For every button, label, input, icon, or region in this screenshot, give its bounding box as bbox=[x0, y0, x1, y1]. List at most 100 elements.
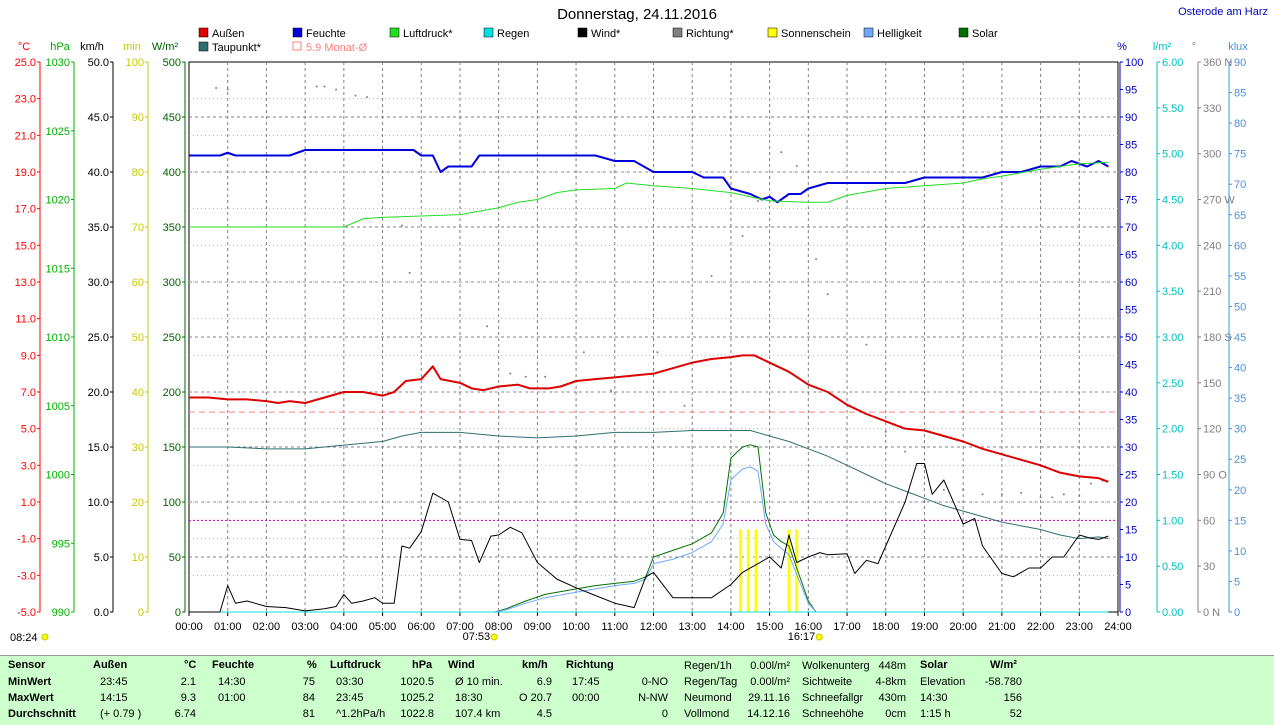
footer-extra2-label: Wolkenunterg bbox=[802, 660, 870, 672]
footer-cell-label: MinWert bbox=[8, 676, 52, 688]
direction-dot bbox=[408, 271, 411, 274]
footer-solar-value: 52 bbox=[1009, 708, 1022, 720]
direction-dot bbox=[865, 343, 868, 346]
x-tick-label: 24:00 bbox=[1104, 621, 1132, 633]
legend-label: 5.9 Monat-Ø bbox=[306, 42, 368, 54]
legend-swatch bbox=[577, 27, 588, 38]
footer-header-wind: Wind bbox=[448, 659, 475, 671]
axis-tick-label-klux: 55 bbox=[1234, 271, 1246, 283]
axis-tick-label-lm2: 2.50 bbox=[1162, 378, 1183, 390]
direction-dot bbox=[741, 235, 744, 238]
footer-header-wind-unit: km/h bbox=[522, 659, 548, 671]
footer-cell-luftdruck-val: 1020.5 bbox=[400, 676, 434, 688]
axis-tick-label-percent: 50 bbox=[1125, 332, 1137, 344]
footer-cell-label: MaxWert bbox=[8, 692, 54, 704]
legend-label: Außen bbox=[212, 28, 244, 40]
footer-cell-richtung-time: 00:00 bbox=[572, 692, 600, 704]
legend-label: Richtung* bbox=[686, 28, 734, 40]
direction-dot bbox=[757, 200, 760, 203]
footer-cell-luftdruck-time: 03:30 bbox=[336, 676, 364, 688]
x-tick-label: 21:00 bbox=[988, 621, 1016, 633]
legend-label: Sonnenschein bbox=[781, 28, 851, 40]
footer-extra2-label: Schneefallgr bbox=[802, 692, 864, 704]
legend-label: Taupunkt* bbox=[212, 42, 262, 54]
legend-swatch bbox=[863, 27, 874, 38]
direction-dot bbox=[1039, 496, 1042, 499]
footer-extra2-value: 4-8km bbox=[875, 676, 906, 688]
sunshine-bar bbox=[787, 529, 791, 612]
x-tick-label: 22:00 bbox=[1027, 621, 1055, 633]
axis-tick-label-lm2: 4.00 bbox=[1162, 240, 1183, 252]
series-helligkeit bbox=[494, 466, 817, 613]
axis-tick-label-percent: 60 bbox=[1125, 277, 1137, 289]
axis-tick-label-deg: 330 bbox=[1203, 103, 1221, 115]
axis-unit-deg: ° bbox=[1192, 41, 1196, 53]
direction-dot bbox=[981, 493, 984, 496]
axis-tick-label-percent: 100 bbox=[1125, 57, 1143, 69]
axis-tick-label-deg: 120 bbox=[1203, 424, 1221, 436]
x-tick-label: 06:00 bbox=[407, 621, 435, 633]
x-tick-label: 15:00 bbox=[756, 621, 784, 633]
axis-tick-label-hpa: 1025 bbox=[46, 126, 70, 138]
legend-swatch bbox=[198, 27, 209, 38]
legend-swatch bbox=[958, 27, 969, 38]
legend-swatch bbox=[672, 27, 683, 38]
axis-tick-label-klux: 85 bbox=[1234, 88, 1246, 100]
x-tick-label: 18:00 bbox=[872, 621, 900, 633]
direction-dot bbox=[815, 258, 818, 261]
axis-tick-label-hpa: 1000 bbox=[46, 470, 70, 482]
axis-tick-label-celsius: 11.0 bbox=[15, 314, 36, 326]
axis-tick-label-lm2: 3.50 bbox=[1162, 286, 1183, 298]
x-tick-label: 01:00 bbox=[214, 621, 242, 633]
axis-tick-label-klux: 20 bbox=[1234, 485, 1246, 497]
footer-extra2-value: 430m bbox=[878, 692, 906, 704]
axis-tick-label-celsius: 25.0 bbox=[15, 57, 36, 69]
footer-solar-value: -58.780 bbox=[984, 676, 1022, 688]
axis-tick-label-celsius: 23.0 bbox=[15, 94, 36, 106]
axis-tick-label-min: 20 bbox=[132, 497, 144, 509]
axis-tick-label-min: 80 bbox=[132, 167, 144, 179]
axis-tick-label-deg: 0 N bbox=[1203, 607, 1220, 619]
direction-dot bbox=[226, 88, 229, 91]
direction-dot bbox=[1078, 494, 1081, 497]
footer-header-luftdruck-unit: hPa bbox=[412, 659, 433, 671]
axis-tick-label-deg: 360 N bbox=[1203, 57, 1232, 69]
footer-cell-aussen-time: 23:45 bbox=[100, 676, 128, 688]
axis-tick-label-kmh: 30.0 bbox=[88, 277, 109, 289]
direction-dot bbox=[656, 351, 659, 354]
axis-tick-label-min: 0 bbox=[138, 607, 144, 619]
series-feuchte bbox=[189, 149, 1109, 204]
axis-tick-label-celsius: 21.0 bbox=[15, 130, 36, 142]
x-tick-label: 17:00 bbox=[833, 621, 861, 633]
sunshine-bar bbox=[746, 529, 750, 612]
axis-tick-label-wm2: 250 bbox=[163, 332, 181, 344]
sunset-label: 16:17 bbox=[788, 631, 816, 643]
axis-tick-label-wm2: 50 bbox=[169, 552, 181, 564]
axis-tick-label-wm2: 500 bbox=[163, 57, 181, 69]
direction-dot bbox=[1089, 482, 1092, 485]
axis-tick-label-percent: 80 bbox=[1125, 167, 1137, 179]
statistics-footer: Sensor Außen °C Feuchte % Luftdruck hPa … bbox=[0, 655, 1274, 725]
sunrise-label: 07:53 bbox=[463, 631, 491, 643]
axis-tick-label-deg: 210 bbox=[1203, 286, 1221, 298]
axis-tick-label-lm2: 2.00 bbox=[1162, 424, 1183, 436]
axis-tick-label-deg: 150 bbox=[1203, 378, 1221, 390]
footer-cell-feuchte-time: 01:00 bbox=[218, 692, 246, 704]
axis-unit-klux: klux bbox=[1228, 41, 1248, 53]
footer-cell-feuchte-time: 14:30 bbox=[218, 676, 246, 688]
axis-tick-label-kmh: 35.0 bbox=[88, 222, 109, 234]
footer-extra-label: Regen/Tag bbox=[684, 676, 738, 688]
axis-tick-label-min: 10 bbox=[132, 552, 144, 564]
axis-tick-label-kmh: 20.0 bbox=[88, 387, 109, 399]
axis-tick-label-klux: 0 bbox=[1234, 607, 1240, 619]
footer-header-richtung: Richtung bbox=[566, 659, 614, 671]
axis-tick-label-percent: 55 bbox=[1125, 305, 1137, 317]
axis-tick-label-percent: 65 bbox=[1125, 250, 1137, 262]
series-solar bbox=[494, 444, 817, 613]
legend-swatch bbox=[767, 27, 778, 38]
footer-extra-value: 0.00l/m² bbox=[750, 676, 790, 688]
axis-unit-hpa: hPa bbox=[50, 41, 70, 53]
direction-dot bbox=[710, 274, 713, 277]
axis-tick-label-lm2: 5.50 bbox=[1162, 103, 1183, 115]
axis-tick-label-percent: 75 bbox=[1125, 195, 1137, 207]
